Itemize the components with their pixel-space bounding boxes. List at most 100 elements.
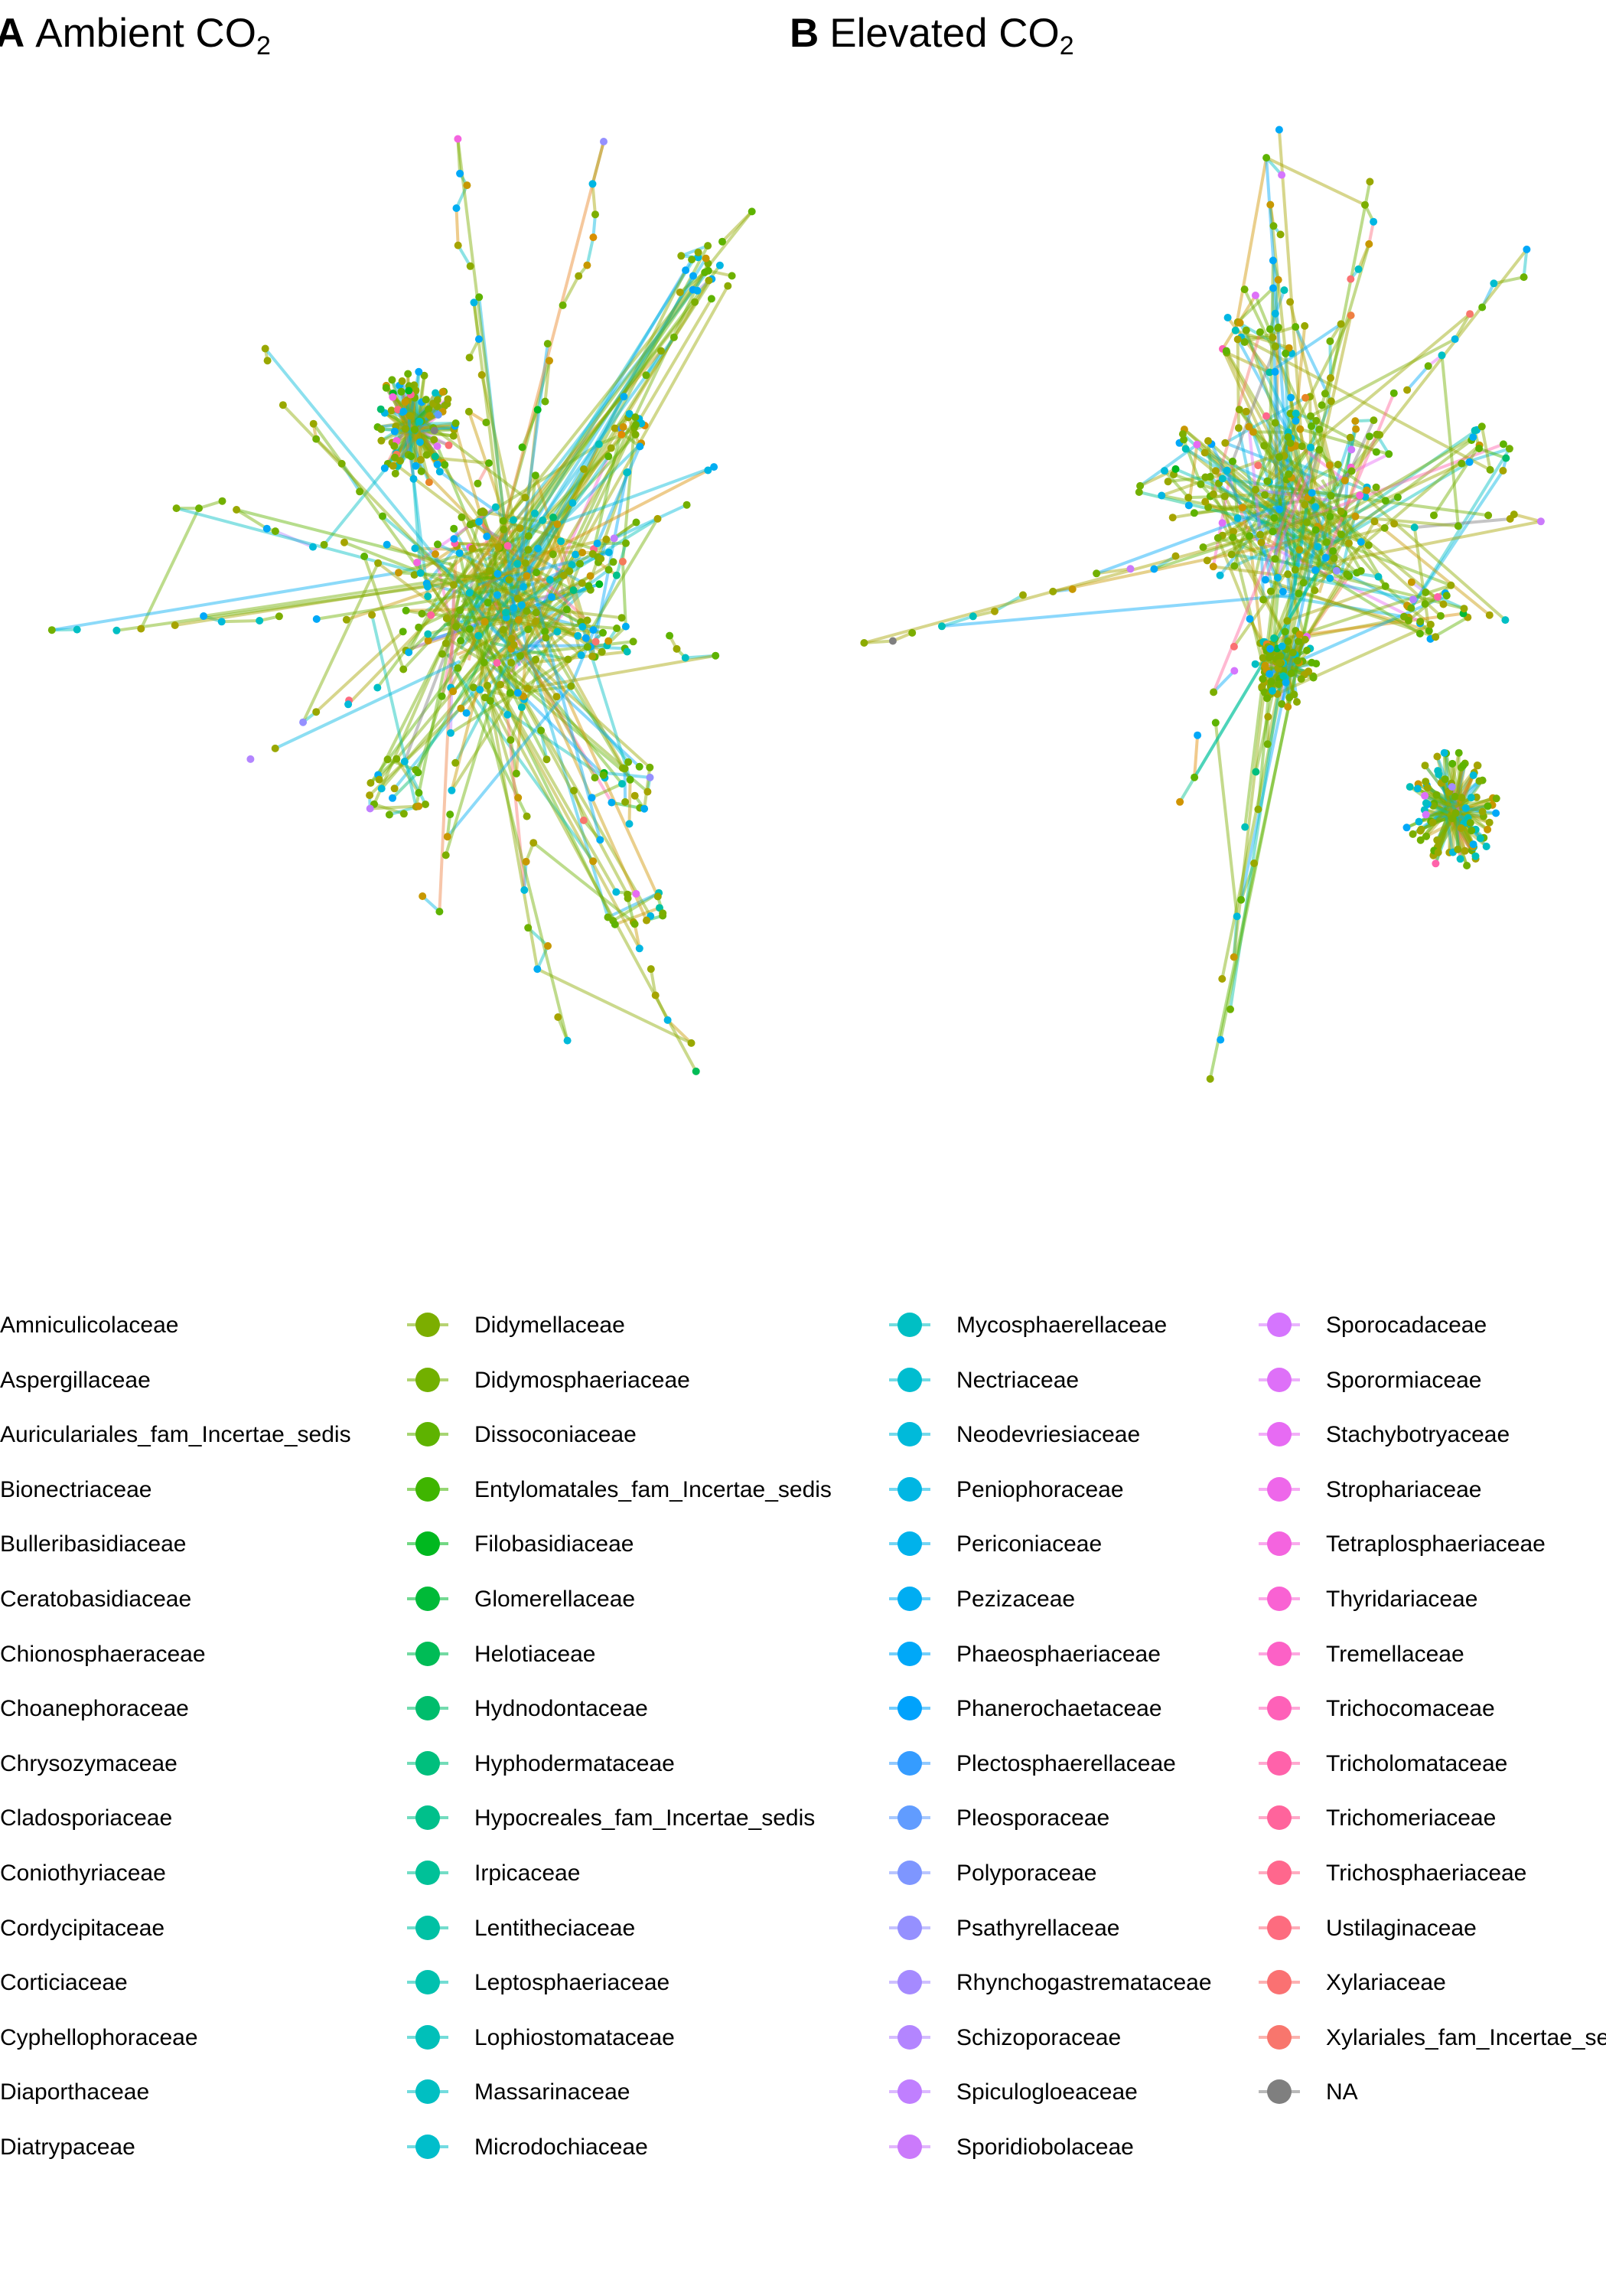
network-node [546, 576, 554, 584]
network-node [577, 651, 585, 660]
network-node [1295, 631, 1304, 639]
network-node [494, 591, 502, 599]
network-edge [407, 392, 437, 434]
network-node [1326, 513, 1334, 520]
network-node [1347, 467, 1356, 475]
legend-key-dot [1267, 1805, 1292, 1831]
network-edge [498, 599, 529, 631]
network-edge [518, 245, 709, 599]
network-edge [1240, 525, 1321, 901]
network-node [1254, 461, 1262, 470]
legend-key-dot [897, 2135, 922, 2159]
network-node [1275, 453, 1283, 461]
legend-label: Xylariales_fam_Incertae_sedis [1326, 2024, 1606, 2050]
network-node [1365, 240, 1373, 248]
network-edge [587, 471, 630, 587]
network-node [1246, 532, 1253, 540]
network-node [516, 524, 524, 533]
network-node [1161, 467, 1168, 475]
legend-key-icon [1259, 1799, 1300, 1836]
legend-label: Mycosphaerellaceae [956, 1313, 1168, 1338]
network-node [474, 479, 482, 488]
network-node [468, 544, 477, 553]
network-node [1252, 768, 1260, 776]
legend-label: Cyphellophoraceae [0, 2024, 198, 2050]
network-node [1484, 511, 1493, 520]
network-node [613, 625, 621, 632]
network-node [623, 647, 631, 656]
legend-key-dot [897, 1476, 922, 1502]
network-node [1473, 762, 1481, 769]
network-edge [460, 614, 617, 925]
network-node [1435, 770, 1443, 778]
legend-label: Leptosphaeriaceae [474, 1970, 670, 1996]
network-node [520, 886, 529, 894]
network-node [552, 693, 561, 701]
network-node [465, 589, 474, 597]
network-node [1326, 337, 1334, 345]
network-node [533, 406, 542, 414]
network-edge [582, 819, 601, 841]
legend-key-dot [1267, 1367, 1292, 1392]
network-node [567, 682, 575, 690]
network-edge [381, 514, 486, 603]
network-edge [1409, 469, 1505, 609]
network-node [629, 638, 637, 646]
legend-key-icon [1259, 1964, 1300, 2001]
network-edge [1317, 569, 1421, 635]
network-edge [1451, 813, 1485, 840]
network-edge [493, 574, 584, 626]
network-node [636, 442, 644, 451]
legend-key-dot [897, 1531, 922, 1557]
network-node [1327, 491, 1335, 500]
network-edge [1453, 815, 1460, 850]
legend-label: Glomerellaceae [474, 1587, 636, 1612]
network-node [507, 735, 515, 744]
network-node [1451, 809, 1460, 817]
network-edge [1437, 595, 1465, 611]
network-node [441, 639, 450, 647]
network-node [1245, 422, 1253, 431]
network-edge [314, 438, 344, 465]
network-node [450, 535, 458, 543]
network-node [312, 708, 321, 716]
legend-key-dot [415, 1641, 440, 1666]
network-node [456, 169, 464, 178]
network-node [480, 618, 489, 626]
legend-key-icon [1259, 2019, 1300, 2056]
network-edge [203, 569, 502, 618]
network-edge [502, 496, 526, 522]
legend-label: Plectosphaerellaceae [956, 1750, 1176, 1776]
network-edge [1204, 500, 1329, 577]
network-node [1475, 777, 1484, 785]
network-edge [621, 561, 627, 627]
network-node [1448, 759, 1457, 768]
network-node [415, 623, 423, 631]
network-edge [434, 553, 453, 627]
legend-key-dot [897, 1367, 922, 1392]
network-node [598, 647, 606, 656]
network-edge [1249, 534, 1422, 623]
network-node [449, 687, 458, 696]
legend-key-icon [407, 2073, 448, 2110]
network-node [172, 504, 181, 513]
legend-key-icon [1259, 1306, 1300, 1343]
network-node [517, 601, 526, 609]
network-node [407, 452, 415, 461]
network-node [523, 607, 531, 615]
legend-key-dot [897, 1861, 922, 1885]
network-node [1291, 566, 1299, 574]
network-node [1454, 522, 1462, 530]
panel-b-title: B Elevated CO2 [790, 13, 1074, 59]
network-node [1406, 783, 1414, 791]
network-node [73, 625, 81, 634]
network-node [1019, 591, 1027, 599]
network-edge [236, 508, 268, 530]
network-node [1438, 351, 1446, 360]
network-node [1285, 344, 1293, 352]
network-node [520, 692, 527, 700]
network-node [422, 801, 429, 808]
network-edge [378, 620, 513, 781]
network-node [1469, 840, 1477, 849]
network-node [518, 443, 526, 452]
